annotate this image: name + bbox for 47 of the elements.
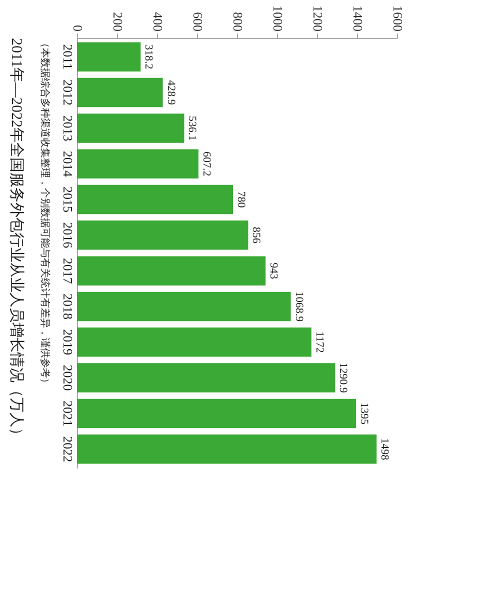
text: （本数据综合多种渠道收集整理，个别数据可能与有关统计有差异，谨供参考） — [39, 38, 51, 388]
y-tick-label: 2011 — [60, 44, 76, 70]
y-tick-label: 2015 — [60, 186, 76, 213]
data-label: 536.1 — [186, 116, 198, 141]
bar — [77, 256, 266, 286]
y-tick-label: 2012 — [60, 80, 76, 106]
y-tick-label: 2022 — [60, 436, 76, 462]
bar — [77, 363, 336, 392]
data-label: 428.9 — [164, 80, 177, 106]
x-tick-label: 800 — [230, 12, 246, 32]
x-tick-label: 1200 — [310, 6, 326, 32]
bar — [77, 328, 312, 357]
data-label: 1498 — [378, 438, 391, 461]
text: 2011年—2022年全国服务外包行业从业人员增长情况（万人） — [8, 38, 25, 442]
data-label: 856 — [250, 226, 262, 244]
x-tick-label: 400 — [150, 12, 166, 32]
data-label: 1395 — [358, 402, 370, 425]
y-tick-label: 2021 — [60, 400, 76, 426]
y-tick-label: 2018 — [60, 293, 76, 320]
x-tick-label: 1600 — [390, 6, 406, 32]
y-tick-label: 2014 — [60, 150, 76, 178]
data-label: 1172 — [313, 331, 326, 353]
bar — [77, 42, 141, 72]
y-tick-label: 2013 — [60, 115, 76, 142]
x-tick-label: 200 — [110, 12, 126, 32]
y-tick-label: 2017 — [60, 258, 76, 284]
data-label: 1290.9 — [337, 362, 350, 394]
bar — [77, 184, 233, 214]
x-tick-label: 1000 — [270, 6, 286, 32]
bar — [77, 78, 163, 108]
bar — [77, 149, 198, 178]
bar — [77, 434, 377, 464]
data-label: 780 — [235, 191, 247, 208]
data-label: 318.2 — [142, 44, 155, 70]
y-tick-label: 2019 — [60, 329, 76, 356]
y-tick-label: 2016 — [60, 222, 76, 249]
x-tick-label: 600 — [190, 12, 206, 32]
bar — [77, 220, 248, 250]
bar — [77, 398, 356, 428]
data-label: 1068.9 — [292, 291, 305, 322]
x-tick-label: 0 — [70, 25, 86, 32]
data-label: 607.2 — [200, 151, 212, 176]
bar — [77, 114, 184, 143]
x-tick-label: 1400 — [350, 6, 366, 32]
data-label: 943 — [268, 262, 280, 280]
y-tick-label: 2020 — [60, 364, 76, 391]
bar — [77, 292, 291, 322]
